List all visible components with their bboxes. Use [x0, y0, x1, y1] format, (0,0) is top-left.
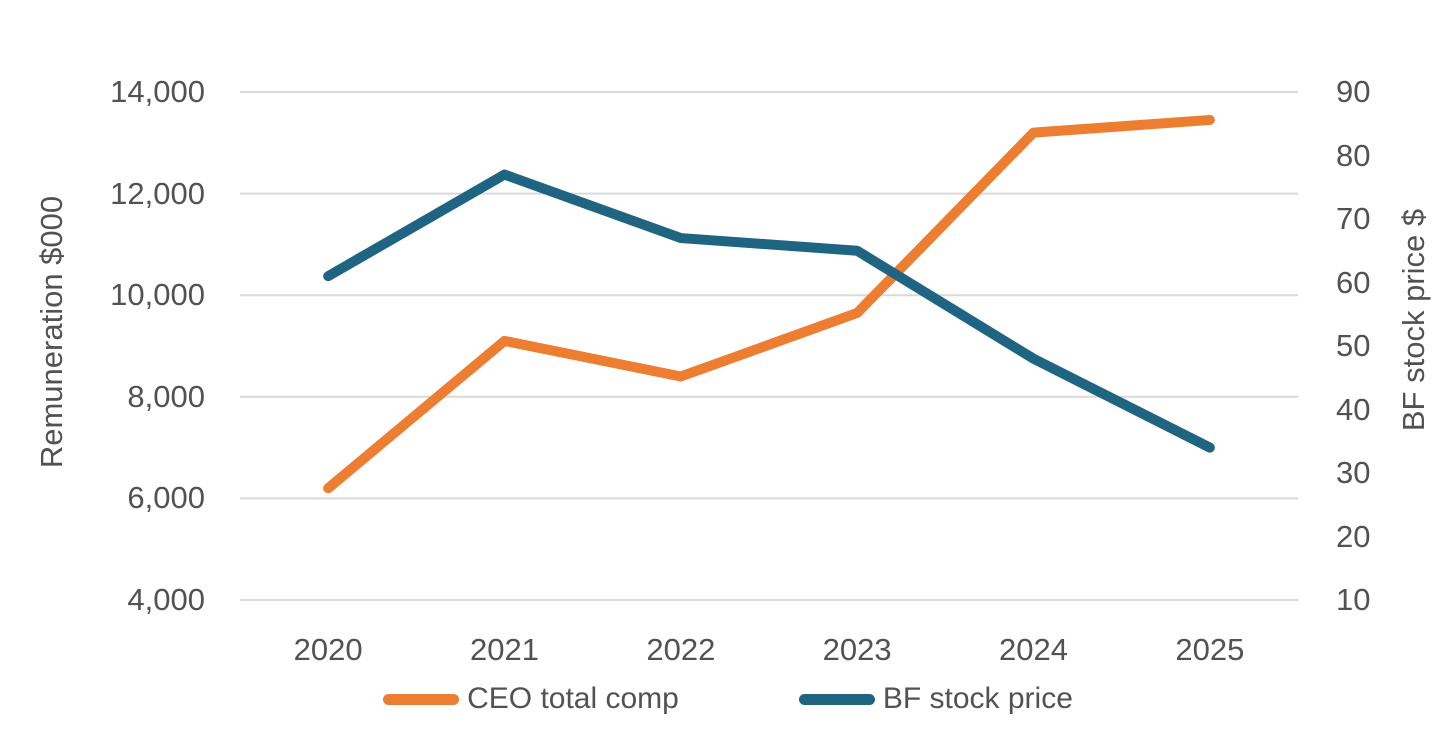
right-axis-tick-label: 50	[1336, 328, 1371, 363]
right-axis-tick-label: 10	[1336, 582, 1371, 617]
right-axis-tick-label: 40	[1336, 391, 1371, 427]
series-line-bf-stock-price	[323, 169, 1215, 453]
legend-entry-bf-stock-price: BF stock price	[798, 682, 1073, 716]
x-axis-tick-label: 2020	[293, 632, 363, 667]
x-axis-tick-label: 2024	[999, 632, 1068, 667]
series-line-ceo-total-comp	[323, 114, 1215, 494]
left-axis-tick-label: 12,000	[110, 175, 205, 211]
left-axis-tick-label: 6,000	[127, 480, 205, 516]
legend-swatch-bf-stock-price	[798, 693, 875, 705]
legend: CEO total comp BF stock price	[0, 682, 1456, 716]
x-axis-tick-label: 2022	[646, 632, 716, 667]
right-axis-tick-label: 20	[1336, 518, 1371, 554]
legend-label-ceo-total-comp: CEO total comp	[467, 682, 679, 715]
left-axis-title: Remuneration $000	[34, 195, 69, 469]
legend-label-bf-stock-price: BF stock price	[882, 682, 1073, 715]
x-axis-tick-label: 2021	[470, 632, 539, 667]
left-axis-tick-label: 4,000	[127, 582, 205, 617]
right-axis-tick-label: 30	[1336, 455, 1371, 490]
left-axis-tick-label: 10,000	[110, 277, 205, 313]
x-axis-tick-label: 2025	[1175, 632, 1245, 667]
legend-entry-ceo-total-comp: CEO total comp	[383, 682, 679, 716]
right-axis-tick-label: 70	[1336, 201, 1371, 236]
right-axis-tick-label: 80	[1336, 137, 1371, 173]
left-axis-tick-label: 8,000	[127, 378, 205, 414]
legend-swatch-ceo-total-comp	[383, 693, 460, 705]
right-axis-tick-label: 60	[1336, 264, 1371, 300]
left-axis-tick-label: 14,000	[110, 74, 205, 109]
right-axis-tick-label: 90	[1336, 74, 1371, 109]
x-axis-tick-label: 2023	[822, 632, 892, 667]
